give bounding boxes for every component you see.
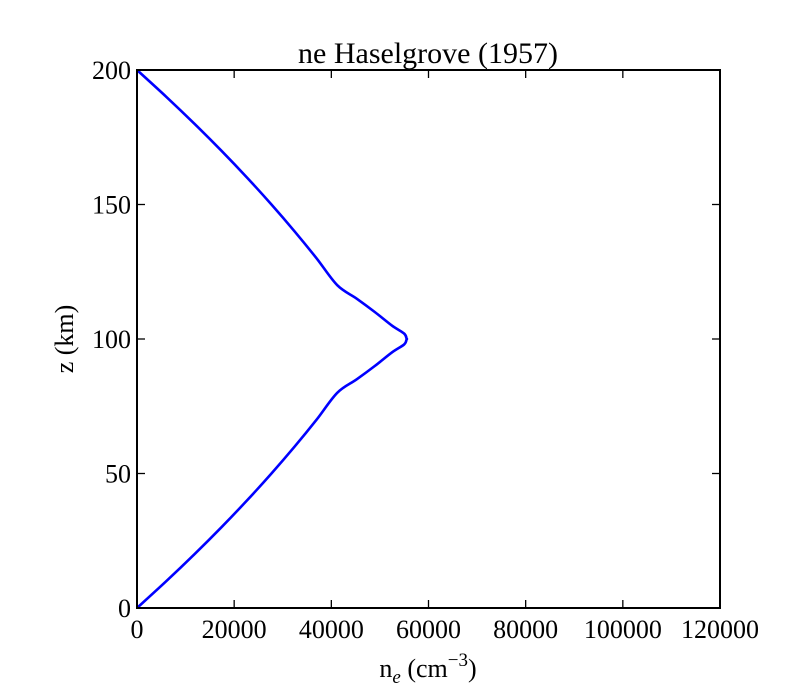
x-tick-label-0: 0 <box>131 615 144 644</box>
y-axis-ticks: 0 50 100 150 200 <box>92 56 720 623</box>
x-tick-label-4: 80000 <box>493 615 558 644</box>
x-tick-label-3: 60000 <box>396 615 461 644</box>
x-axis-label-subscript: e <box>392 667 400 688</box>
y-tick-label-1: 50 <box>105 460 131 489</box>
x-tick-label-6: 120000 <box>681 615 759 644</box>
y-tick-label-3: 150 <box>92 191 131 220</box>
y-tick-label-2: 100 <box>92 325 131 354</box>
x-tick-label-5: 100000 <box>584 615 662 644</box>
series-line-0 <box>136 69 409 609</box>
y-tick-label-4: 200 <box>92 56 131 85</box>
x-axis-label: ne (cm−3) <box>379 650 476 688</box>
x-axis-label-close: ) <box>468 654 477 683</box>
x-tick-label-2: 40000 <box>299 615 364 644</box>
x-axis-ticks: 0 20000 40000 60000 80000 100000 120000 <box>131 70 759 644</box>
plot-frame <box>136 69 721 609</box>
chart-title: ne Haselgrove (1957) <box>298 37 558 70</box>
x-axis-label-base: n <box>379 654 392 683</box>
x-axis-label-superscript: −3 <box>448 650 468 671</box>
y-tick-label-0: 0 <box>118 594 131 623</box>
y-axis-label: z (km) <box>50 305 79 374</box>
series-layer <box>136 69 409 609</box>
x-axis-label-unit: (cm <box>401 654 448 683</box>
x-tick-label-1: 20000 <box>202 615 267 644</box>
